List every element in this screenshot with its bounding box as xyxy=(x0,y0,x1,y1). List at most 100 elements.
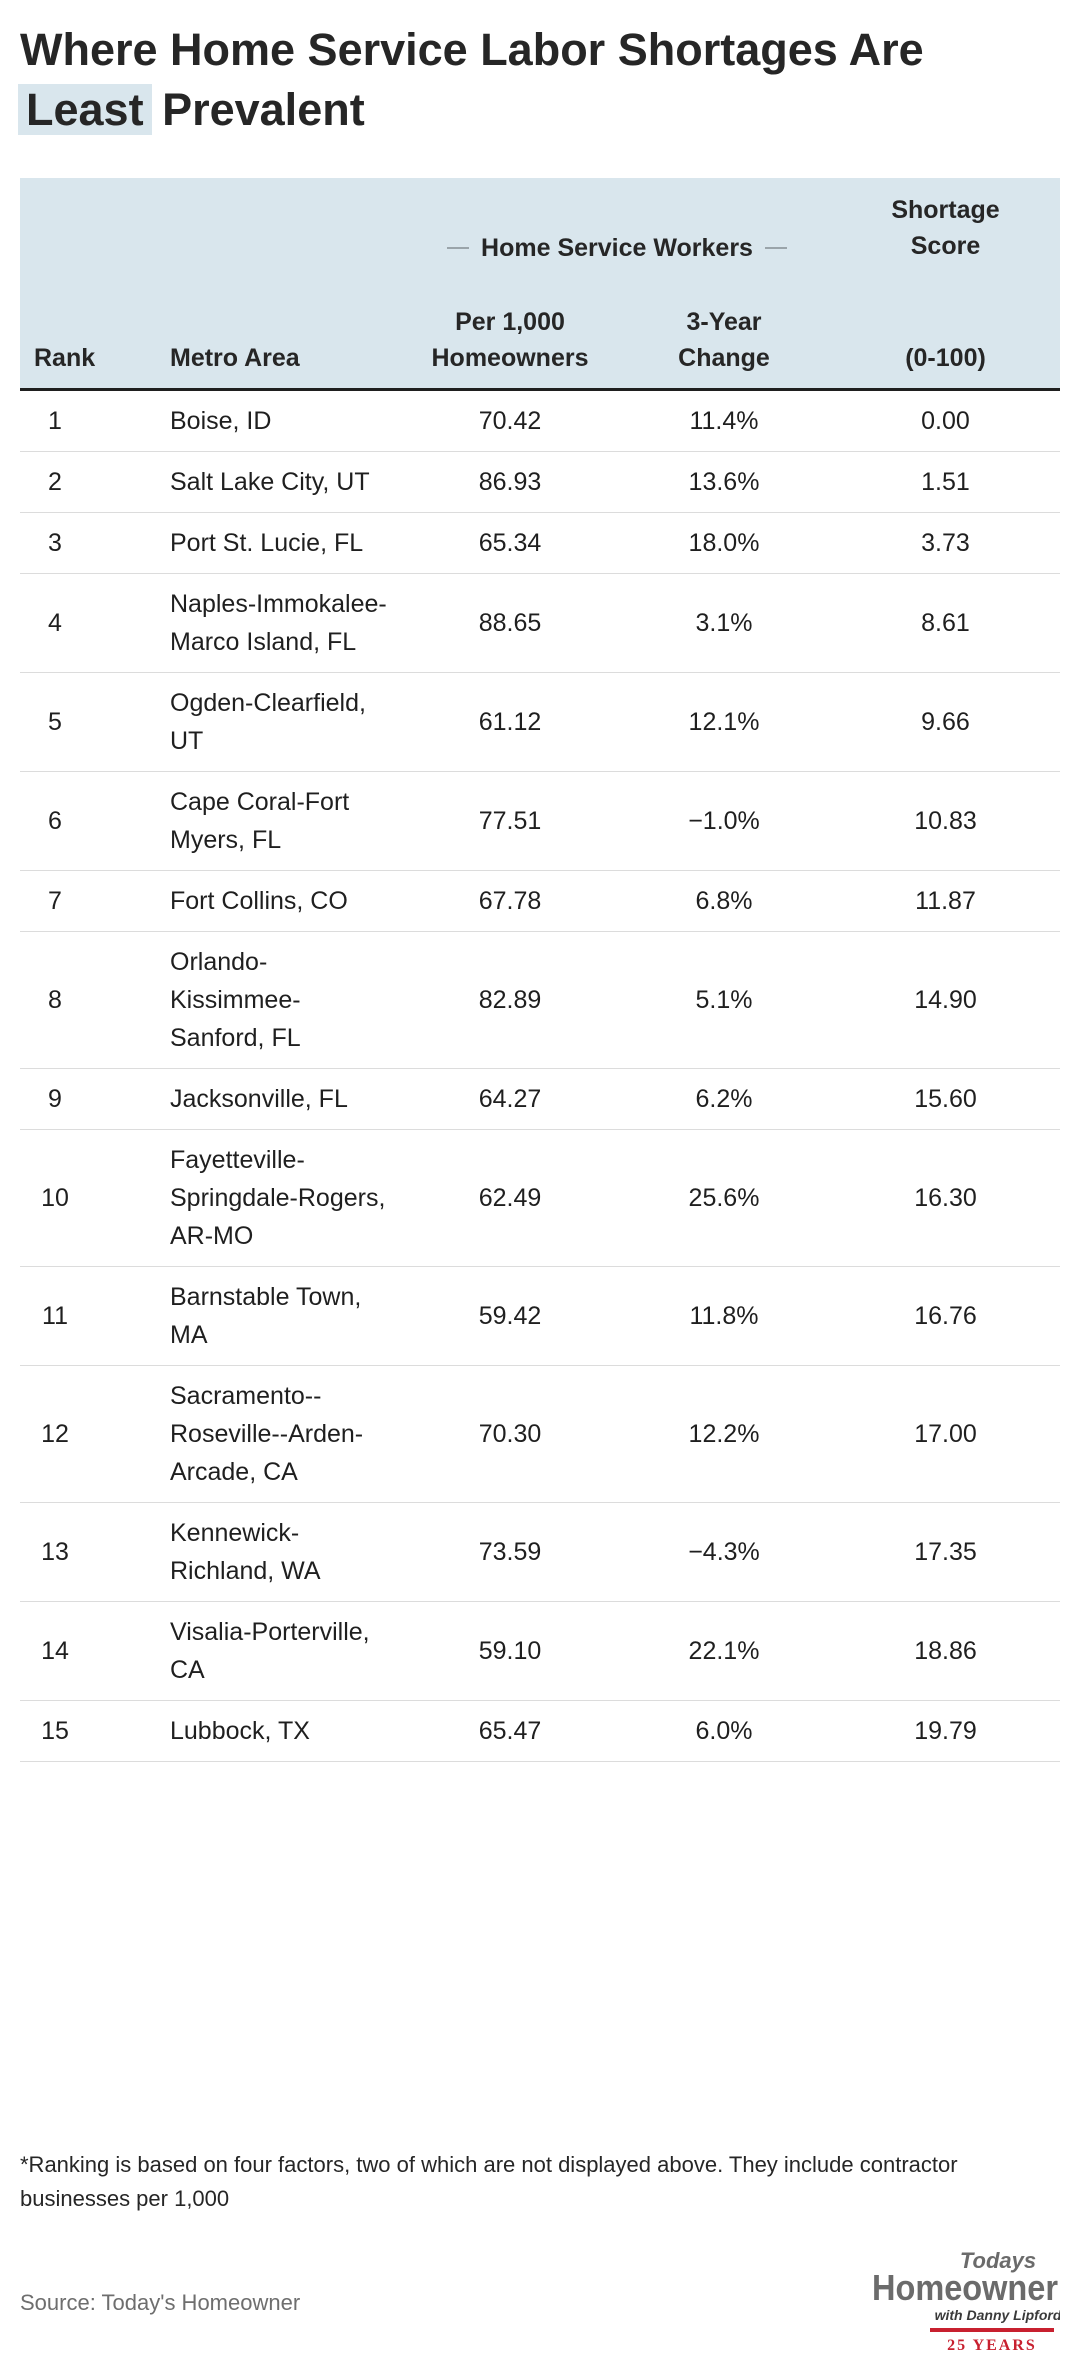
table-row: 14 Visalia-Porterville, CA 59.10 22.1% 18.86 xyxy=(20,1601,1060,1701)
rank-cell: 10 xyxy=(20,1129,165,1267)
score-cell: 1.51 xyxy=(831,451,1060,513)
metro-cell: Barnstable Town, MA xyxy=(165,1266,403,1366)
change-cell: 6.8% xyxy=(617,870,831,932)
group-header-label: Home Service Workers xyxy=(481,234,753,262)
change-cell: 11.4% xyxy=(617,391,831,452)
score-cell: 0.00 xyxy=(831,391,1060,452)
metro-cell: Orlando-Kissimmee-Sanford, FL xyxy=(165,931,403,1069)
ranking-table: Home Service Workers Rank Metro Area Per… xyxy=(20,178,1060,1762)
per-1000-cell: 82.89 xyxy=(403,931,617,1069)
per-1000-cell: 88.65 xyxy=(403,573,617,673)
change-cell: −4.3% xyxy=(617,1502,831,1602)
per-1000-cell: 59.10 xyxy=(403,1601,617,1701)
metro-cell: Fayetteville-Springdale-Rogers, AR-MO xyxy=(165,1129,403,1267)
header-score-line2: Score xyxy=(910,232,981,260)
change-cell: −1.0% xyxy=(617,771,831,871)
per-1000-cell: 65.34 xyxy=(403,512,617,574)
table-row: 15 Lubbock, TX 65.47 6.0% 19.79 xyxy=(20,1700,1060,1762)
table-row: 11 Barnstable Town, MA 59.42 11.8% 16.76 xyxy=(20,1266,1060,1366)
header-score-range: (0-100) xyxy=(905,344,986,372)
change-cell: 11.8% xyxy=(617,1266,831,1366)
score-cell: 3.73 xyxy=(831,512,1060,574)
metro-cell: Visalia-Porterville, CA xyxy=(165,1601,403,1701)
page-title: Where Home Service Labor Shortages Are L… xyxy=(18,20,1060,140)
per-1000-cell: 70.30 xyxy=(403,1365,617,1503)
metro-cell: Salt Lake City, UT xyxy=(165,451,403,513)
metro-cell: Fort Collins, CO xyxy=(165,870,403,932)
rank-cell: 12 xyxy=(20,1365,165,1503)
header-change-line2: Change xyxy=(678,344,770,372)
per-1000-cell: 64.27 xyxy=(403,1068,617,1130)
score-cell: 11.87 xyxy=(831,870,1060,932)
rank-cell: 6 xyxy=(20,771,165,871)
rank-cell: 7 xyxy=(20,870,165,932)
per-1000-cell: 62.49 xyxy=(403,1129,617,1267)
rank-cell: 9 xyxy=(20,1068,165,1130)
table-row: 6 Cape Coral-Fort Myers, FL 77.51 −1.0% 10.8… xyxy=(20,771,1060,871)
rank-cell: 11 xyxy=(20,1266,165,1366)
rank-cell: 5 xyxy=(20,672,165,772)
score-cell: 14.90 xyxy=(831,931,1060,1069)
title-after: Prevalent xyxy=(162,84,365,135)
rank-cell: 15 xyxy=(20,1700,165,1762)
metro-cell: Ogden-Clearfield, UT xyxy=(165,672,403,772)
logo-line2: Homeowner xyxy=(872,2267,1058,2308)
logo-line1: Todays xyxy=(960,2248,1036,2273)
table-row: 7 Fort Collins, CO 67.78 6.8% 11.87 xyxy=(20,870,1060,932)
score-cell: 17.35 xyxy=(831,1502,1060,1602)
metro-cell: Sacramento--Roseville--Arden-Arcade, CA xyxy=(165,1365,403,1503)
group-rule-right xyxy=(764,247,787,249)
logo-line4: 25 YEARS xyxy=(947,2337,1037,2354)
metro-cell: Naples-Immokalee-Marco Island, FL xyxy=(165,573,403,673)
header-change: 3-Year Change xyxy=(617,304,831,376)
score-cell: 10.83 xyxy=(831,771,1060,871)
footnote: *Ranking is based on four factors, two o… xyxy=(20,2152,958,2211)
table-row: 1 Boise, ID 70.42 11.4% 0.00 xyxy=(20,391,1060,452)
table-header: Home Service Workers Rank Metro Area Per… xyxy=(20,178,1060,391)
header-rank: Rank xyxy=(34,344,96,372)
table-body: 1 Boise, ID 70.42 11.4% 0.00 2 Salt Lake City,… xyxy=(20,391,1060,1762)
change-cell: 5.1% xyxy=(617,931,831,1069)
change-cell: 13.6% xyxy=(617,451,831,513)
header-per-line2: Homeowners xyxy=(431,344,589,372)
rank-cell: 2 xyxy=(20,451,165,513)
metro-cell: Jacksonville, FL xyxy=(165,1068,403,1130)
per-1000-cell: 59.42 xyxy=(403,1266,617,1366)
per-1000-cell: 67.78 xyxy=(403,870,617,932)
change-cell: 18.0% xyxy=(617,512,831,574)
per-1000-cell: 77.51 xyxy=(403,771,617,871)
rank-cell: 4 xyxy=(20,573,165,673)
change-cell: 22.1% xyxy=(617,1601,831,1701)
table-row: 12 Sacramento--Roseville--Arden-Arcade, C… xyxy=(20,1365,1060,1503)
rank-cell: 14 xyxy=(20,1601,165,1701)
table-row: 10 Fayetteville-Springdale-Rogers, AR-MO 6… xyxy=(20,1129,1060,1267)
source-credit: Source: Today's Homeowner xyxy=(20,2290,301,2315)
change-cell: 12.1% xyxy=(617,672,831,772)
table-row: 13 Kennewick-Richland, WA 73.59 −4.3% 17.35 xyxy=(20,1502,1060,1602)
header-change-line1: 3-Year xyxy=(686,308,762,336)
header-per-1000: Per 1,000 Homeowners xyxy=(403,304,617,376)
change-cell: 6.2% xyxy=(617,1068,831,1130)
header-per-line1: Per 1,000 xyxy=(455,308,565,336)
score-cell: 8.61 xyxy=(831,573,1060,673)
change-cell: 12.2% xyxy=(617,1365,831,1503)
per-1000-cell: 86.93 xyxy=(403,451,617,513)
todays-homeowner-logo: Todays Homeowner with Danny Lipford 25 Y… xyxy=(872,2248,1060,2354)
logo-accent-bar xyxy=(930,2328,1054,2332)
score-cell: 9.66 xyxy=(831,672,1060,772)
header-score-line1: Shortage xyxy=(891,196,1000,224)
title-highlight: Least xyxy=(18,84,152,135)
per-1000-cell: 65.47 xyxy=(403,1700,617,1762)
score-cell: 19.79 xyxy=(831,1700,1060,1762)
score-cell: 18.86 xyxy=(831,1601,1060,1701)
logo-line3: with Danny Lipford xyxy=(935,2307,1060,2323)
change-cell: 6.0% xyxy=(617,1700,831,1762)
rank-cell: 3 xyxy=(20,512,165,574)
change-cell: 3.1% xyxy=(617,573,831,673)
metro-cell: Boise, ID xyxy=(165,391,403,452)
rank-cell: 13 xyxy=(20,1502,165,1602)
score-cell: 16.30 xyxy=(831,1129,1060,1267)
metro-cell: Lubbock, TX xyxy=(165,1700,403,1762)
score-cell: 15.60 xyxy=(831,1068,1060,1130)
